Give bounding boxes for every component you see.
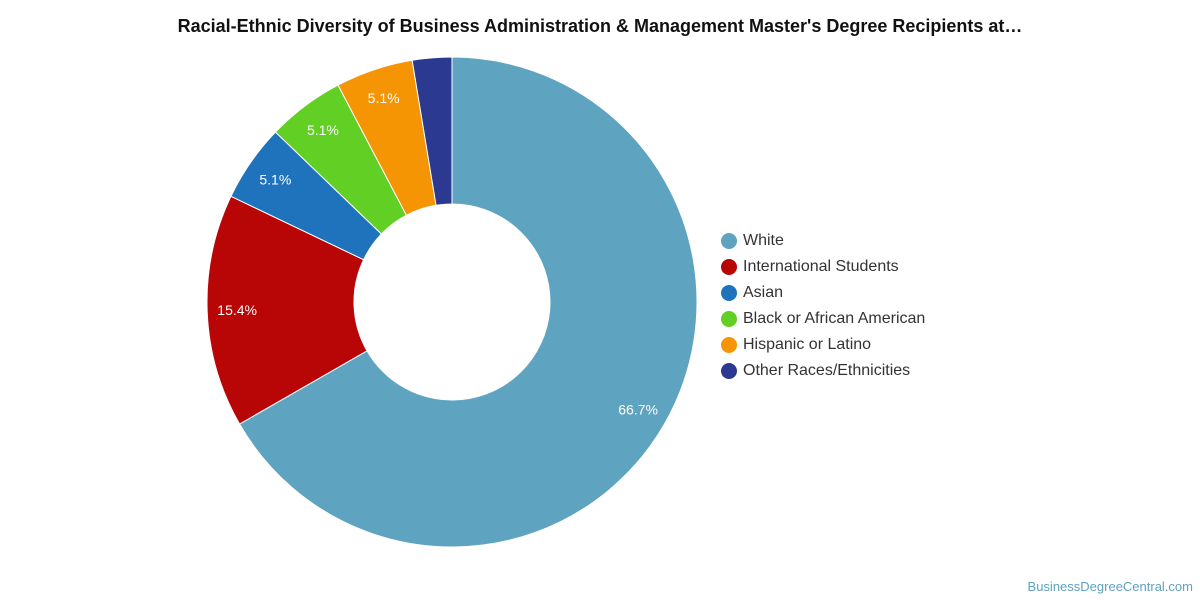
slice-label: 66.7%	[618, 402, 658, 418]
slice-label: 5.1%	[307, 122, 339, 138]
legend-label: Hispanic or Latino	[743, 336, 872, 353]
legend-label: White	[743, 232, 784, 249]
slice-white	[238, 56, 698, 548]
legend-item[interactable]: International Students	[721, 254, 925, 280]
legend-swatch	[721, 285, 737, 301]
legend-swatch	[721, 363, 737, 379]
legend-item[interactable]: Black or African American	[721, 306, 925, 332]
legend-item[interactable]: Hispanic or Latino	[721, 332, 925, 358]
legend-label: Black or African American	[743, 310, 926, 327]
chart-legend: White International Students Asian Black or…	[721, 228, 925, 384]
slice-label: 5.1%	[259, 171, 291, 187]
chart-title: Racial-Ethnic Diversity of Business Admi…	[177, 16, 1023, 36]
legend-item[interactable]: Asian	[721, 280, 925, 306]
legend-label: International Students	[743, 258, 899, 275]
legend-swatch	[721, 233, 737, 249]
slice-label: 15.4%	[217, 302, 257, 318]
watermark: BusinessDegreeCentral.com	[1027, 579, 1193, 594]
legend-swatch	[721, 337, 737, 353]
legend-label: Other Races/Ethnicities	[743, 362, 911, 379]
legend-swatch	[721, 311, 737, 327]
legend-item[interactable]: Other Races/Ethnicities	[721, 358, 925, 384]
slice-label: 5.1%	[368, 90, 400, 106]
legend-label: Asian	[743, 284, 784, 301]
legend-swatch	[721, 259, 737, 275]
slice-other-races-ethnicities	[411, 56, 453, 206]
slice-international-students	[206, 195, 368, 425]
legend-item[interactable]: White	[721, 228, 925, 254]
